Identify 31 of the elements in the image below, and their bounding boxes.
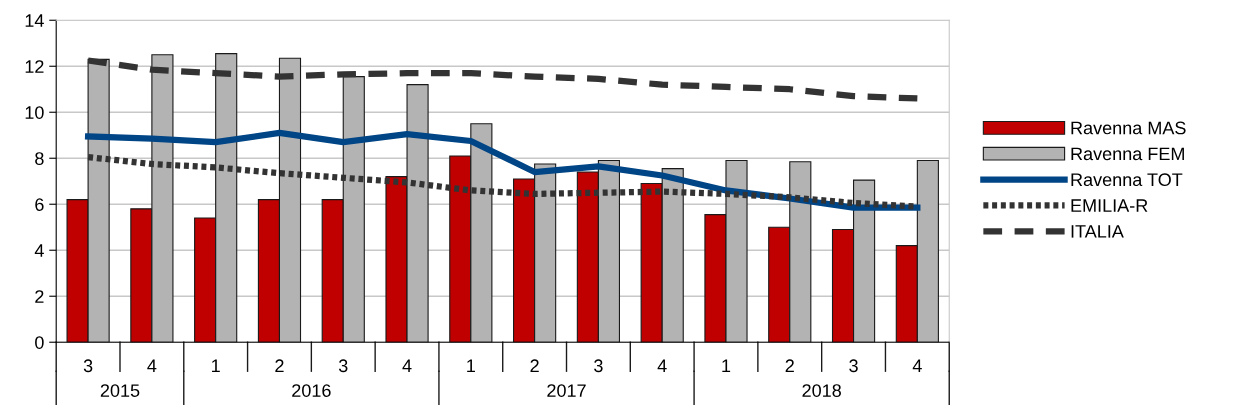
x-tick-label: 3 — [849, 359, 858, 373]
y-tick-label: 0 — [35, 336, 44, 349]
x-tick-label: 1 — [212, 359, 220, 372]
text: 2016 — [292, 384, 331, 397]
x-tick-label: 3 — [594, 359, 603, 373]
y-tick-label: 6 — [35, 198, 44, 211]
x-tick-label: 4 — [912, 359, 922, 372]
legend-label: ITALIA — [1071, 225, 1124, 238]
y-tick-label: 10 — [25, 106, 44, 119]
y-tick-label: 14 — [25, 14, 44, 27]
y-tick-label: 4 — [34, 244, 44, 257]
x-tick-label: 1 — [467, 359, 475, 372]
x-tick-label: 2 — [785, 359, 794, 372]
x-tick-label: 1 — [722, 359, 731, 372]
x-tick-label: 4 — [147, 359, 157, 372]
x-tick-label: 4 — [657, 359, 667, 372]
legend-label: EMILIA-R — [1071, 199, 1148, 212]
legend-label: Ravenna TOT — [1071, 173, 1183, 187]
y-tick-label: 2 — [35, 290, 44, 303]
x-tick-label: 3 — [338, 359, 348, 373]
text: 2015 — [100, 384, 140, 397]
y-tick-label: 8 — [35, 152, 44, 165]
text: 2017 — [547, 384, 586, 397]
x-tick-label: 2 — [530, 359, 539, 372]
text: 2018 — [802, 384, 841, 397]
x-tick-label: 2 — [275, 359, 284, 372]
legend-label: Ravenna MAS — [1071, 121, 1186, 135]
x-tick-label: 4 — [402, 359, 412, 372]
legend-label: Ravenna FEM — [1071, 147, 1184, 161]
y-tick-label: 12 — [25, 60, 44, 73]
x-tick-label: 3 — [83, 359, 93, 373]
